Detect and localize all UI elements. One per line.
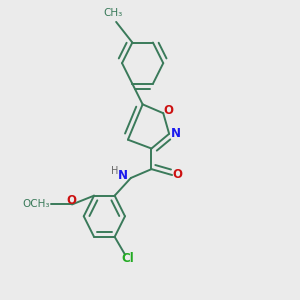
Text: N: N — [171, 127, 181, 140]
Text: H: H — [111, 167, 118, 176]
Text: OCH₃: OCH₃ — [22, 200, 50, 209]
Text: O: O — [164, 104, 174, 117]
Text: O: O — [172, 168, 182, 181]
Text: O: O — [66, 194, 76, 207]
Text: CH₃: CH₃ — [103, 8, 123, 18]
Text: N: N — [118, 169, 128, 182]
Text: Cl: Cl — [121, 252, 134, 266]
